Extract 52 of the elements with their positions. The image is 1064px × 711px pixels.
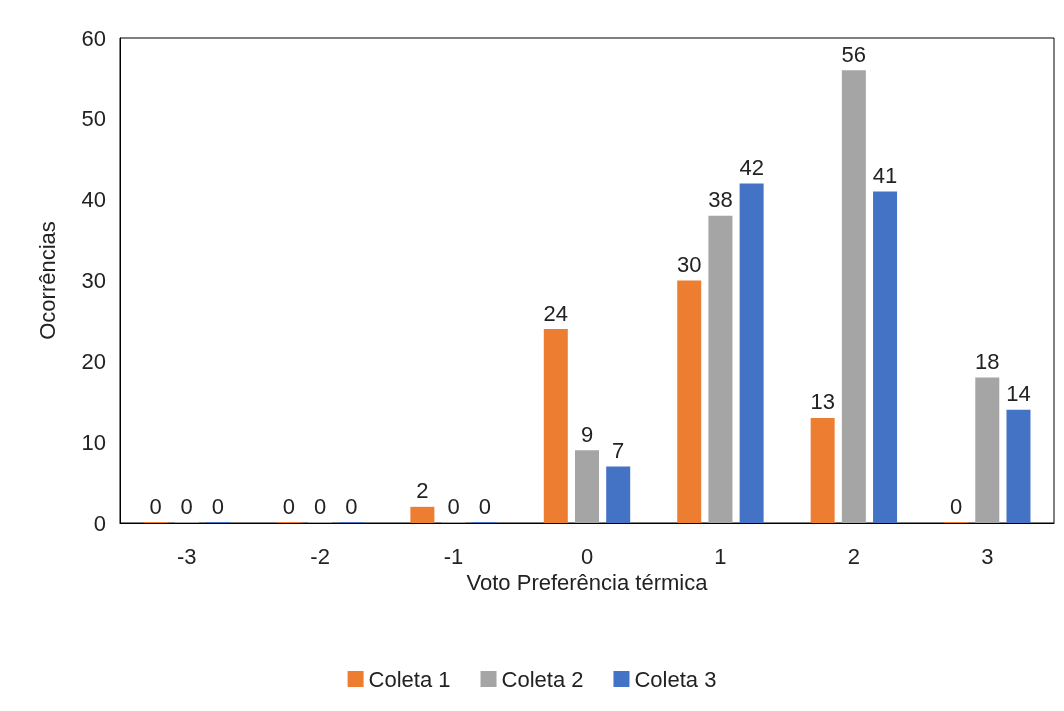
data-label: 0 (180, 493, 193, 519)
data-label: 41 (872, 163, 898, 189)
bar (739, 183, 764, 523)
y-axis-title: Ocorrências (34, 221, 60, 340)
data-label: 0 (282, 493, 296, 519)
legend-label: Coleta 1 (368, 666, 451, 692)
data-label: 0 (149, 493, 162, 519)
bar (575, 450, 599, 523)
data-label: 18 (975, 349, 1000, 374)
bar (410, 506, 435, 523)
legend-label: Coleta 3 (634, 666, 717, 692)
y-tick-label: 40 (81, 187, 106, 213)
data-label: 13 (810, 389, 835, 415)
bar (975, 377, 1000, 523)
data-label: 24 (543, 300, 569, 326)
bar (873, 191, 898, 523)
bar (606, 466, 631, 523)
y-tick-label: 50 (81, 106, 106, 132)
bar (708, 215, 733, 523)
data-label: 0 (949, 493, 963, 519)
data-label: 0 (314, 493, 327, 519)
data-label: 0 (211, 493, 225, 519)
data-label: 14 (1006, 381, 1031, 407)
data-label: 42 (739, 155, 764, 180)
bar (677, 280, 702, 523)
data-label: 38 (708, 187, 733, 213)
y-tick-label: 10 (81, 429, 106, 455)
x-tick-label: -2 (310, 543, 330, 569)
data-label: 7 (612, 437, 625, 463)
data-label: 0 (478, 493, 491, 519)
bar (810, 417, 835, 523)
bar (841, 70, 866, 523)
data-label: 2 (416, 478, 429, 504)
x-tick-label: 2 (847, 543, 860, 569)
data-label: 0 (447, 493, 460, 519)
bar (1006, 409, 1031, 523)
y-tick-label: 60 (81, 25, 106, 51)
x-tick-label: 3 (981, 543, 994, 569)
x-tick-label: -3 (176, 543, 197, 569)
data-label: 56 (841, 41, 867, 67)
data-label: 9 (580, 421, 594, 447)
data-label: 30 (676, 252, 702, 277)
x-tick-label: -1 (443, 543, 464, 569)
data-label: 0 (345, 493, 358, 519)
legend-label: Coleta 2 (501, 666, 584, 692)
x-tick-label: 1 (714, 543, 727, 569)
y-tick-label: 30 (81, 268, 106, 293)
y-tick-label: 20 (81, 348, 106, 374)
y-tick-label: 0 (93, 510, 106, 536)
bar (543, 329, 568, 523)
x-tick-label: 0 (580, 543, 594, 569)
x-axis-title: Voto Preferência térmica (466, 570, 709, 596)
